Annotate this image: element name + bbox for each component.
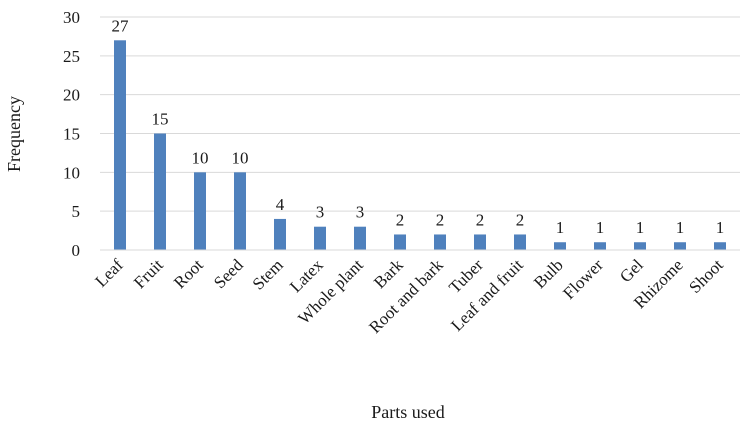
y-tick-label: 0 bbox=[72, 241, 81, 260]
data-label: 1 bbox=[676, 218, 685, 237]
x-category-label: Flower bbox=[559, 255, 607, 303]
data-label: 10 bbox=[192, 148, 209, 167]
y-axis-title: Frequency bbox=[4, 96, 24, 172]
x-category-label: Fruit bbox=[130, 255, 167, 292]
x-category-label: Root bbox=[170, 255, 207, 292]
bar bbox=[354, 226, 366, 250]
y-axis-ticks: 0 5 10 15 20 25 30 bbox=[63, 8, 80, 260]
data-label: 1 bbox=[596, 218, 605, 237]
bar bbox=[554, 242, 566, 250]
y-tick-label: 15 bbox=[63, 125, 80, 144]
x-category-label: Gel bbox=[616, 255, 647, 286]
y-tick-label: 30 bbox=[63, 8, 80, 27]
x-category-label: Leaf bbox=[91, 255, 127, 291]
bar bbox=[514, 234, 526, 250]
data-label: 10 bbox=[232, 148, 249, 167]
bars bbox=[114, 40, 726, 250]
data-label: 2 bbox=[516, 210, 525, 229]
bar bbox=[474, 234, 486, 250]
data-label: 1 bbox=[716, 218, 725, 237]
bar bbox=[634, 242, 646, 250]
bar bbox=[434, 234, 446, 250]
x-axis-title: Parts used bbox=[371, 402, 445, 422]
data-label: 15 bbox=[152, 110, 169, 129]
data-label: 1 bbox=[636, 218, 645, 237]
y-tick-label: 5 bbox=[72, 202, 81, 221]
bar bbox=[154, 133, 166, 250]
gridlines bbox=[100, 16, 740, 212]
bar bbox=[234, 172, 246, 250]
data-label: 2 bbox=[396, 210, 405, 229]
y-tick-label: 10 bbox=[63, 163, 80, 182]
data-label: 1 bbox=[556, 218, 565, 237]
data-labels: 27 15 10 10 4 3 3 2 2 2 2 1 1 1 1 1 bbox=[112, 16, 725, 237]
bar bbox=[114, 40, 126, 250]
bar bbox=[194, 172, 206, 250]
data-label: 3 bbox=[356, 203, 365, 222]
y-tick-label: 20 bbox=[63, 86, 80, 105]
bar bbox=[394, 234, 406, 250]
bar bbox=[714, 242, 726, 250]
x-category-label: Root and bark bbox=[365, 255, 447, 337]
bar bbox=[314, 226, 326, 250]
x-category-label: Shoot bbox=[685, 255, 727, 297]
y-tick-label: 25 bbox=[63, 47, 80, 66]
data-label: 2 bbox=[476, 210, 485, 229]
x-category-label: Seed bbox=[210, 255, 247, 292]
x-category-label: Stem bbox=[249, 255, 287, 293]
bar bbox=[594, 242, 606, 250]
data-label: 3 bbox=[316, 203, 325, 222]
bar bbox=[674, 242, 686, 250]
bar bbox=[274, 218, 286, 250]
data-label: 2 bbox=[436, 210, 445, 229]
data-label: 27 bbox=[112, 16, 130, 35]
data-label: 4 bbox=[276, 195, 285, 214]
